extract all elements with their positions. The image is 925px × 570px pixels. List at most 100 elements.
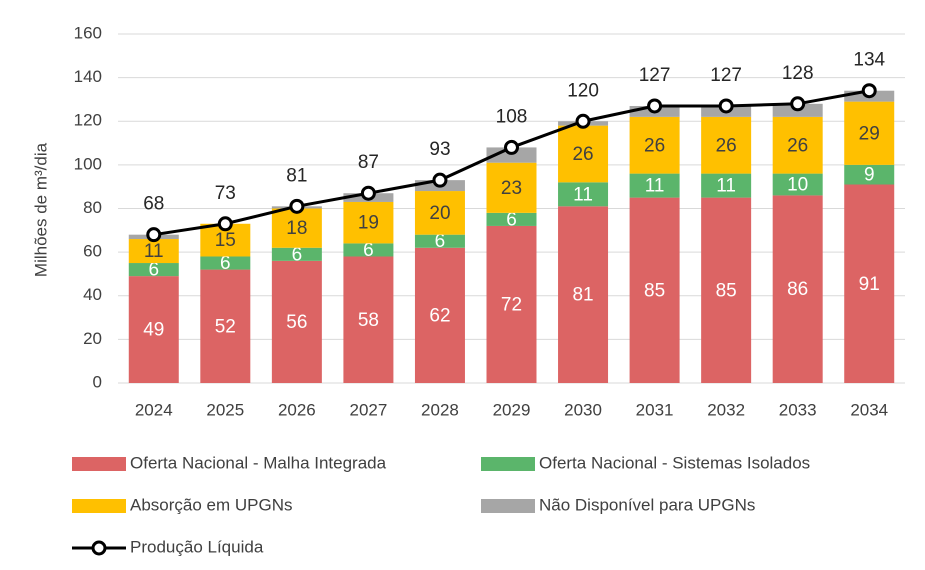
bar-segment	[486, 147, 537, 163]
data-label: 85	[716, 280, 737, 301]
data-label: 11	[716, 176, 736, 197]
y-tick-label: 100	[74, 154, 102, 173]
legend-swatch	[481, 499, 535, 513]
data-label: 9	[864, 165, 875, 186]
data-label: 91	[859, 274, 880, 295]
data-label: 127	[639, 65, 671, 86]
bar-segment	[343, 243, 394, 257]
data-label: 81	[572, 285, 593, 306]
data-label: 49	[143, 320, 164, 341]
data-label: 73	[215, 183, 236, 204]
y-tick-label: 20	[83, 329, 102, 348]
bar-segment	[486, 212, 537, 226]
data-label: 6	[148, 260, 159, 281]
bar-segment	[200, 256, 251, 270]
y-axis-label: Milhões de m³/dia	[31, 142, 50, 277]
y-tick-label: 60	[83, 242, 102, 261]
bar-segment	[414, 234, 465, 248]
line-point	[504, 139, 519, 155]
bar-segment	[844, 164, 895, 185]
data-label: 52	[215, 316, 236, 337]
line-point	[146, 227, 162, 243]
bar-segment	[844, 101, 895, 165]
bar-segment	[271, 260, 322, 383]
line-point	[217, 216, 233, 232]
bar-segment	[772, 116, 823, 174]
bar-segment	[558, 206, 609, 383]
data-label: 56	[286, 312, 307, 333]
x-tick-label: 2025	[206, 400, 244, 419]
bar-segment	[844, 184, 895, 383]
bar-segment	[200, 269, 251, 383]
legend-swatch	[72, 457, 126, 471]
bar-segment	[128, 263, 179, 277]
legend-label: Oferta Nacional - Sistemas Isolados	[539, 453, 810, 472]
data-label: 87	[358, 152, 379, 173]
data-label: 72	[501, 294, 522, 315]
data-label: 26	[787, 135, 808, 156]
data-label: 11	[144, 241, 164, 262]
bar-segment	[271, 208, 322, 248]
y-tick-label: 80	[83, 198, 102, 217]
data-label: 62	[429, 305, 450, 326]
data-label: 26	[572, 144, 593, 165]
legend-swatch	[481, 457, 535, 471]
data-label: 58	[358, 310, 379, 331]
legend-label: Absorção em UPGNs	[130, 495, 293, 514]
x-tick-label: 2031	[636, 400, 674, 419]
bar-segment	[128, 239, 179, 264]
x-tick-label: 2034	[850, 400, 888, 419]
data-label: 68	[143, 194, 164, 215]
x-tick-label: 2033	[779, 400, 817, 419]
data-label: 81	[286, 165, 307, 186]
line-point	[861, 83, 877, 99]
data-label: 6	[292, 244, 303, 265]
line-point	[790, 96, 806, 112]
bar-segment	[271, 247, 322, 261]
bar-segment	[343, 256, 394, 383]
data-label: 6	[506, 209, 517, 230]
data-label: 6	[363, 240, 374, 261]
data-label: 11	[573, 184, 593, 205]
line-point	[360, 185, 376, 201]
bar-segment	[486, 162, 537, 213]
x-tick-label: 2029	[493, 400, 531, 419]
legend-marker	[91, 540, 107, 556]
x-tick-label: 2032	[707, 400, 745, 419]
bar-segment	[629, 197, 680, 383]
bar-segment	[701, 173, 752, 198]
x-tick-label: 2027	[349, 400, 387, 419]
bar-segment	[701, 116, 752, 174]
x-tick-label: 2028	[421, 400, 459, 419]
data-label: 26	[716, 135, 737, 156]
y-tick-label: 160	[74, 23, 102, 42]
bar-segment	[772, 195, 823, 383]
line-point	[718, 98, 734, 114]
data-label: 29	[859, 123, 880, 144]
bar-segment	[558, 125, 609, 183]
data-label: 120	[567, 80, 599, 101]
y-tick-label: 0	[93, 372, 102, 391]
data-label: 15	[215, 230, 236, 251]
line-point	[647, 98, 663, 114]
bar-segment	[343, 201, 394, 244]
data-label: 19	[358, 213, 379, 234]
data-label: 26	[644, 135, 665, 156]
data-label: 6	[435, 231, 446, 252]
data-label: 18	[286, 218, 307, 239]
data-label: 85	[644, 280, 665, 301]
bar-segment	[486, 225, 537, 383]
data-label: 86	[787, 279, 808, 300]
line-point	[432, 172, 448, 188]
bar-segment	[772, 173, 823, 196]
data-label: 6	[220, 253, 231, 274]
bar-segment	[128, 276, 179, 383]
data-label: 134	[853, 50, 885, 71]
legend-label: Não Disponível para UPGNs	[539, 495, 755, 514]
data-label: 20	[429, 203, 450, 224]
y-tick-label: 140	[74, 67, 102, 86]
data-label: 10	[787, 175, 808, 196]
legend-swatch	[72, 499, 126, 513]
data-label: 108	[496, 106, 528, 127]
